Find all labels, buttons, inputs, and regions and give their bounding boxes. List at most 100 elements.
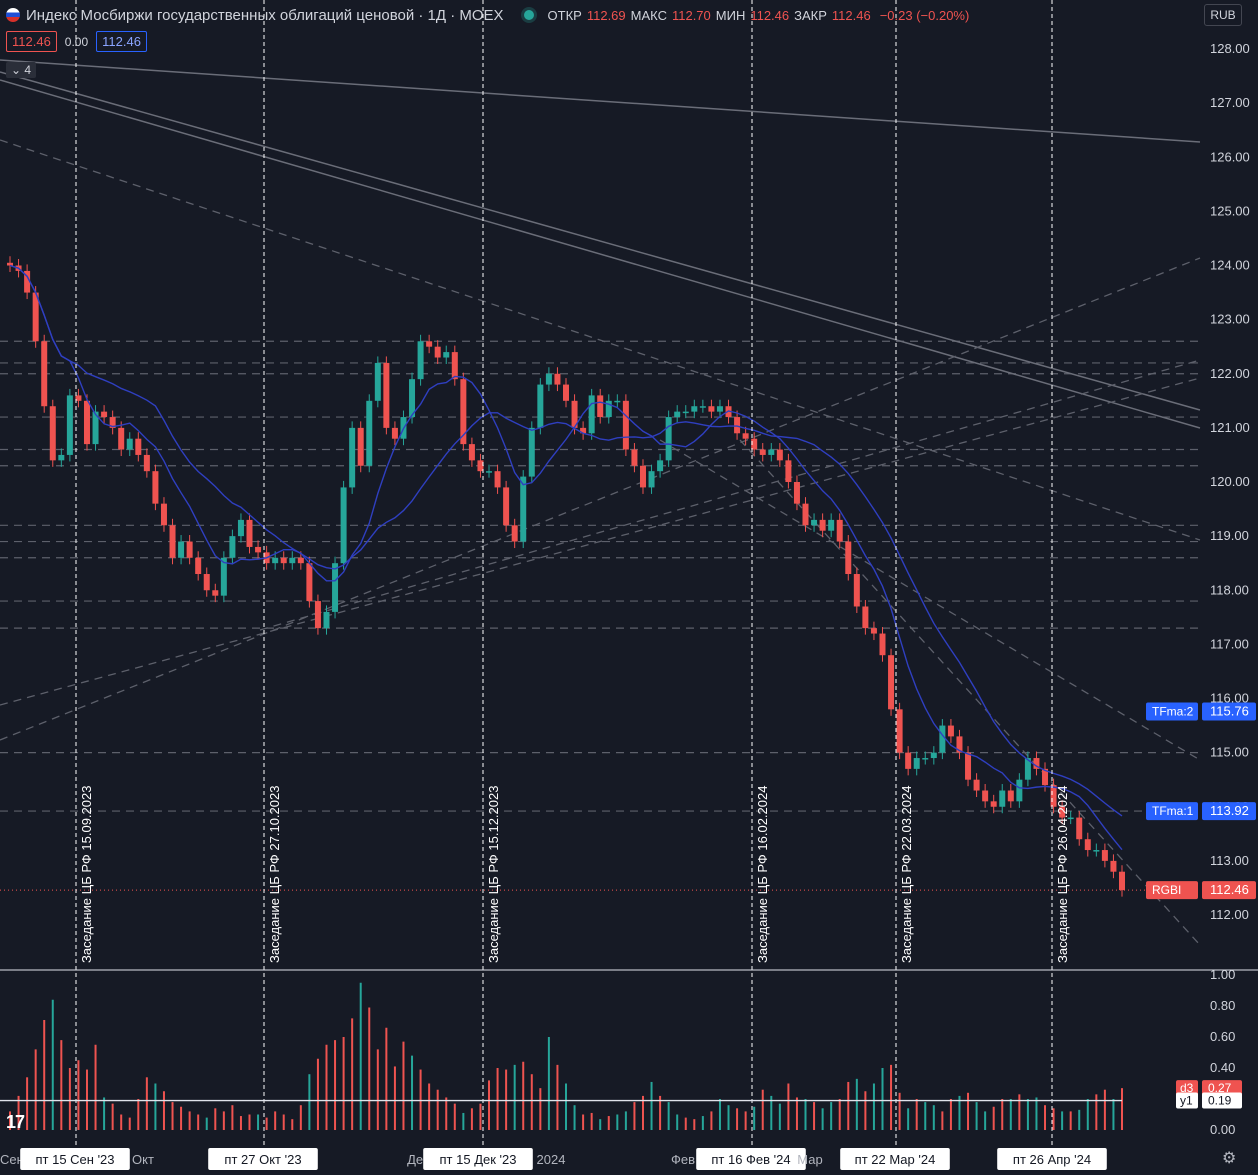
candle-body[interactable] xyxy=(186,541,193,558)
candle-body[interactable] xyxy=(922,758,929,760)
candle-body[interactable] xyxy=(255,546,262,553)
candle-body[interactable] xyxy=(554,373,561,385)
candle-body[interactable] xyxy=(828,519,835,531)
currency-button[interactable]: RUB xyxy=(1204,4,1242,26)
candle-body[interactable] xyxy=(314,601,321,629)
trend-line[interactable] xyxy=(0,71,1201,411)
candle-body[interactable] xyxy=(1110,860,1117,872)
candle-body[interactable] xyxy=(486,471,493,473)
candle-body[interactable] xyxy=(751,438,758,450)
candle-body[interactable] xyxy=(383,362,390,428)
candle-body[interactable] xyxy=(691,406,698,412)
candle-body[interactable] xyxy=(83,400,90,445)
candle-body[interactable] xyxy=(1076,817,1083,840)
candle-body[interactable] xyxy=(537,384,544,428)
candle-body[interactable] xyxy=(1059,806,1066,818)
candle-body[interactable] xyxy=(708,406,715,412)
candle-body[interactable] xyxy=(853,574,860,607)
candle-body[interactable] xyxy=(118,427,125,450)
candle-body[interactable] xyxy=(58,454,65,461)
candle-body[interactable] xyxy=(734,417,741,434)
trend-line[interactable] xyxy=(0,59,1201,143)
candle-body[interactable] xyxy=(1042,768,1049,786)
candle-body[interactable] xyxy=(1016,779,1023,802)
candle-body[interactable] xyxy=(494,471,501,488)
trend-line[interactable] xyxy=(0,377,1201,706)
candle-body[interactable] xyxy=(631,449,638,466)
ma-line-tfma1[interactable] xyxy=(9,264,1123,851)
trend-line[interactable] xyxy=(259,359,1201,631)
candle-body[interactable] xyxy=(101,411,108,418)
candle-body[interactable] xyxy=(426,341,433,347)
candle-body[interactable] xyxy=(802,503,809,526)
candle-body[interactable] xyxy=(135,438,142,455)
candle-body[interactable] xyxy=(366,400,373,466)
candle-body[interactable] xyxy=(588,395,595,434)
trend-line[interactable] xyxy=(0,79,1201,429)
candle-body[interactable] xyxy=(682,411,689,414)
price-box[interactable]: 112.46 xyxy=(6,31,57,52)
candle-body[interactable] xyxy=(41,341,48,407)
candle-body[interactable] xyxy=(639,465,646,488)
candle-body[interactable] xyxy=(896,709,903,753)
candle-body[interactable] xyxy=(220,557,227,596)
candle-body[interactable] xyxy=(605,400,612,418)
candle-body[interactable] xyxy=(272,557,279,564)
trend-line[interactable] xyxy=(739,439,1201,946)
candle-body[interactable] xyxy=(545,373,552,385)
candle-body[interactable] xyxy=(888,655,895,710)
candle-body[interactable] xyxy=(143,454,150,472)
candle-body[interactable] xyxy=(503,487,510,526)
candle-body[interactable] xyxy=(24,270,31,293)
candle-body[interactable] xyxy=(460,379,467,445)
candle-body[interactable] xyxy=(793,482,800,504)
candle-body[interactable] xyxy=(468,444,475,461)
candle-body[interactable] xyxy=(340,487,347,564)
ma-line-tfma2[interactable] xyxy=(9,264,1123,817)
candle-body[interactable] xyxy=(580,427,587,434)
candle-body[interactable] xyxy=(1050,785,1057,807)
candle-body[interactable] xyxy=(699,406,706,408)
gear-icon[interactable]: ⚙ xyxy=(1222,1150,1237,1167)
candle-body[interactable] xyxy=(785,460,792,482)
candle-body[interactable] xyxy=(982,790,989,802)
candle-body[interactable] xyxy=(665,417,672,461)
candle-body[interactable] xyxy=(947,725,954,737)
candle-body[interactable] xyxy=(66,395,73,455)
candle-body[interactable] xyxy=(297,557,304,564)
candle-body[interactable] xyxy=(152,471,159,504)
candle-body[interactable] xyxy=(913,758,920,769)
candle-body[interactable] xyxy=(819,519,826,531)
trend-line[interactable] xyxy=(659,439,1201,761)
candle-body[interactable] xyxy=(195,557,202,575)
candle-body[interactable] xyxy=(622,400,629,450)
candle-body[interactable] xyxy=(768,449,775,455)
candle-body[interactable] xyxy=(990,801,997,807)
candle-body[interactable] xyxy=(845,541,852,575)
candle-body[interactable] xyxy=(75,395,82,401)
candle-body[interactable] xyxy=(1093,850,1100,852)
candle-body[interactable] xyxy=(520,476,527,542)
candle-body[interactable] xyxy=(323,611,330,629)
candle-body[interactable] xyxy=(1067,817,1074,820)
trend-line[interactable] xyxy=(0,139,1201,541)
candle-body[interactable] xyxy=(203,574,210,591)
candle-body[interactable] xyxy=(571,400,578,428)
candle-body[interactable] xyxy=(836,519,843,542)
candle-body[interactable] xyxy=(614,400,621,403)
ma-value-box[interactable]: 112.46 xyxy=(96,31,147,52)
candle-body[interactable] xyxy=(357,427,364,466)
candle-body[interactable] xyxy=(965,752,972,780)
candle-body[interactable] xyxy=(417,341,424,380)
candle-body[interactable] xyxy=(229,536,236,558)
candle-body[interactable] xyxy=(451,352,458,380)
candle-body[interactable] xyxy=(32,292,39,342)
candle-body[interactable] xyxy=(349,427,356,488)
candle-body[interactable] xyxy=(169,525,176,558)
candle-body[interactable] xyxy=(939,725,946,753)
candle-body[interactable] xyxy=(1119,871,1125,891)
symbol-title[interactable]: Индекс Мосбиржи государственных облигаци… xyxy=(26,6,504,24)
candle-body[interactable] xyxy=(126,438,133,450)
candle-body[interactable] xyxy=(742,433,749,439)
